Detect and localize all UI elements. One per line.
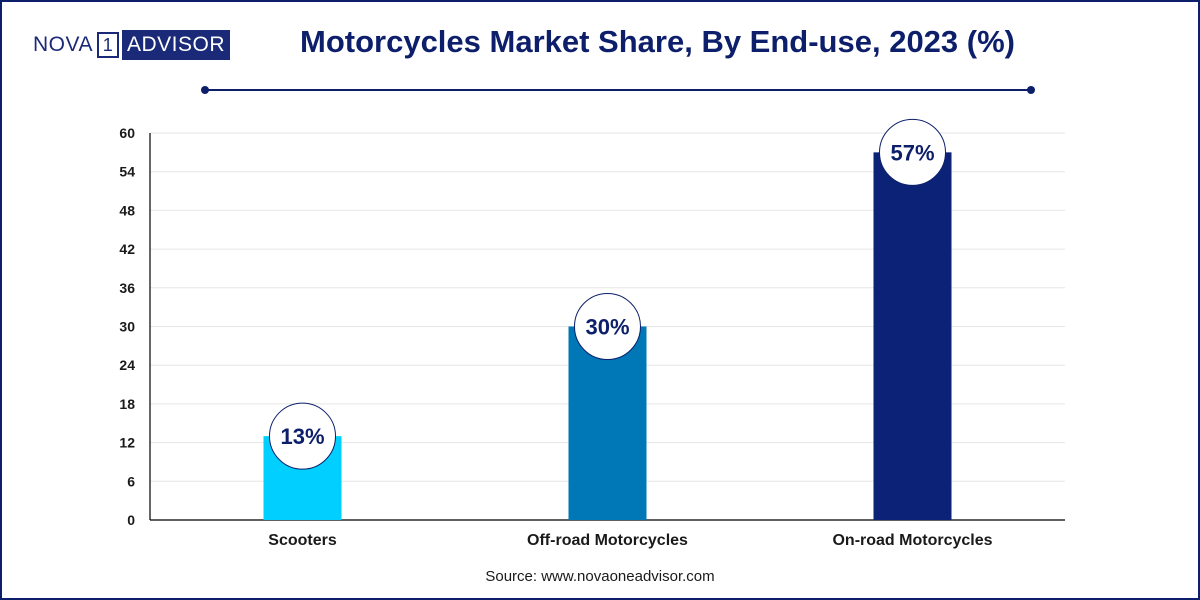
y-tick-label: 36 (119, 280, 135, 296)
y-tick-label: 18 (119, 396, 135, 412)
bar-on-road-motorcycles (873, 152, 952, 520)
brand-logo: NOVA 1 ADVISOR (32, 30, 230, 60)
data-label: 30% (585, 315, 629, 340)
chart-title: Motorcycles Market Share, By End-use, 20… (300, 24, 1015, 59)
logo-mark-icon: 1 (96, 32, 119, 58)
x-tick-label: Off-road Motorcycles (527, 532, 688, 549)
y-tick-label: 48 (119, 202, 135, 218)
y-tick-label: 24 (119, 357, 135, 373)
y-tick-label: 6 (127, 473, 135, 489)
data-label: 57% (890, 140, 934, 165)
logo-text-advisor: ADVISOR (121, 30, 230, 60)
y-tick-label: 30 (119, 319, 135, 335)
title-divider-left-dot (201, 86, 209, 94)
y-tick-label: 54 (119, 164, 135, 180)
source-note: Source: www.novaoneadvisor.com (485, 568, 715, 585)
y-tick-label: 60 (119, 125, 135, 141)
data-label: 13% (280, 424, 324, 449)
x-tick-label: Scooters (268, 532, 337, 549)
data-label-bubble (269, 402, 336, 470)
x-tick-label: On-road Motorcycles (832, 532, 992, 549)
data-label-bubble (574, 293, 641, 360)
title-divider-right-dot (1027, 86, 1035, 94)
y-tick-label: 42 (119, 241, 135, 257)
y-tick-label: 12 (119, 435, 135, 451)
y-tick-label: 0 (127, 512, 135, 528)
logo-text-nova: NOVA (33, 33, 93, 56)
title-divider (205, 89, 1031, 91)
data-label-bubble (879, 118, 946, 186)
